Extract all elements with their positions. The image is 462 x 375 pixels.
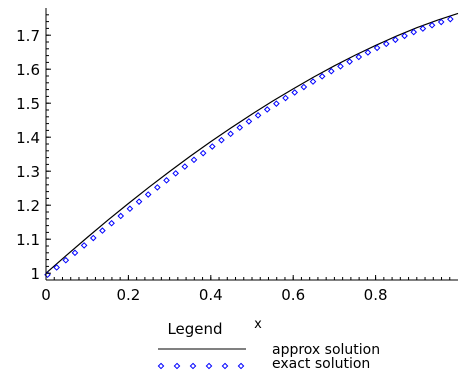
data-point	[227, 130, 234, 138]
data-point	[355, 53, 363, 61]
data-point	[392, 36, 399, 44]
data-point	[263, 106, 271, 113]
data-point	[254, 112, 262, 119]
data-point	[117, 212, 125, 220]
legend-swatch-exact	[237, 362, 245, 370]
x-tick-label: 0.6	[281, 286, 305, 304]
data-point	[99, 227, 106, 234]
data-point	[236, 124, 244, 131]
y-tick-label: 1.1	[16, 231, 40, 249]
plot-area	[44, 12, 459, 279]
data-point	[410, 28, 418, 36]
legend-swatch-exact	[173, 362, 181, 370]
data-point	[291, 89, 299, 96]
data-point	[144, 191, 152, 198]
data-point	[108, 219, 115, 227]
x-tick-label: 0.2	[116, 286, 140, 304]
data-point	[273, 100, 280, 107]
data-point	[163, 177, 170, 184]
data-point	[318, 73, 326, 80]
data-point	[346, 58, 353, 65]
legend-swatch-exact	[157, 362, 165, 370]
data-point	[309, 78, 317, 85]
data-point	[154, 184, 161, 191]
data-point	[89, 234, 97, 242]
data-point	[190, 156, 198, 164]
data-point	[447, 15, 454, 23]
y-tick-label: 1.3	[16, 163, 40, 181]
data-point	[401, 32, 408, 40]
data-point	[245, 118, 253, 125]
data-point	[218, 136, 225, 144]
y-tick-label: 1	[30, 265, 40, 283]
data-point	[282, 94, 289, 102]
data-point	[71, 249, 79, 257]
data-point	[428, 21, 436, 29]
data-point	[328, 67, 335, 75]
y-tick-label: 1.4	[16, 129, 40, 147]
data-point	[337, 63, 344, 70]
y-tick-label: 1.2	[16, 197, 40, 215]
series-line-approx	[45, 12, 459, 274]
data-point	[135, 198, 143, 205]
data-point	[382, 40, 390, 48]
legend-label-exact: exact solution	[272, 356, 370, 372]
legend-label-approx: approx solution	[272, 342, 380, 358]
x-tick-label: 0	[41, 286, 51, 304]
data-point	[172, 170, 179, 177]
data-point	[437, 18, 445, 26]
legend-title: Legend	[167, 320, 222, 338]
y-tick-label: 1.5	[16, 95, 40, 113]
data-point	[126, 205, 134, 213]
data-point	[199, 149, 207, 157]
data-point	[364, 49, 372, 56]
axes: 1 1.1 1.2 1.3 1.4 1.5 1.6 1.7 0 0.2 0.4 0.6 0.8	[16, 8, 458, 304]
data-point	[419, 25, 427, 32]
data-point	[53, 264, 60, 271]
x-tick-label: 0.8	[364, 286, 388, 304]
data-point	[300, 83, 308, 91]
data-point	[80, 242, 88, 249]
y-tick-label: 1.7	[16, 27, 40, 45]
y-tick-label: 1.6	[16, 61, 40, 79]
legend-swatch-exact	[221, 362, 229, 370]
data-point	[62, 256, 70, 264]
data-point	[181, 163, 189, 170]
data-point	[208, 143, 216, 150]
x-tick-label: 0.4	[199, 286, 223, 304]
x-axis-label: x	[254, 317, 262, 332]
legend-swatch-exact	[205, 362, 213, 370]
legend-swatch-exact	[189, 362, 197, 370]
data-point	[373, 44, 381, 52]
